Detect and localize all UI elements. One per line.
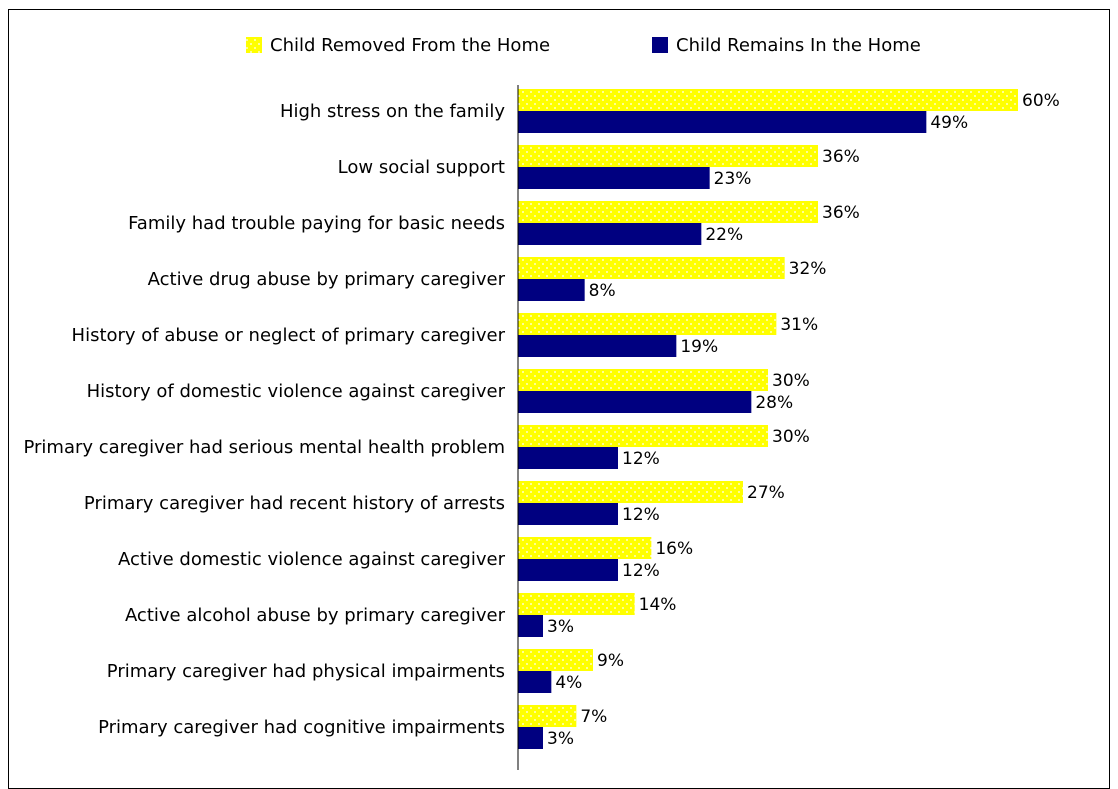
data-label-series-0: 16% <box>655 539 693 559</box>
category-label: Active drug abuse by primary caregiver <box>148 269 506 290</box>
bar-series-0 <box>518 705 577 727</box>
data-label-series-1: 4% <box>555 673 582 693</box>
data-label-series-1: 22% <box>705 225 743 245</box>
bar-series-0 <box>518 593 635 615</box>
bars <box>518 89 1018 749</box>
category-label: Low social support <box>338 157 505 178</box>
legend-swatch-0 <box>246 37 262 53</box>
bar-series-1 <box>518 615 543 637</box>
data-label-series-1: 49% <box>930 113 968 133</box>
data-label-series-1: 28% <box>755 393 793 413</box>
data-label-series-1: 12% <box>622 505 660 525</box>
data-label-series-1: 12% <box>622 561 660 581</box>
bar-series-1 <box>518 167 710 189</box>
category-label: Primary caregiver had serious mental hea… <box>23 437 505 458</box>
category-label: History of abuse or neglect of primary c… <box>72 325 506 346</box>
data-label-series-0: 7% <box>580 707 607 727</box>
bar-series-1 <box>518 223 702 245</box>
category-label: History of domestic violence against car… <box>87 381 506 402</box>
category-label: Primary caregiver had recent history of … <box>84 493 505 514</box>
data-label-series-0: 31% <box>780 315 818 335</box>
data-label-series-0: 60% <box>1022 91 1060 111</box>
bar-series-1 <box>518 559 618 581</box>
bar-series-0 <box>518 201 818 223</box>
chart-frame: Child Removed From the Home Child Remains… <box>8 9 1110 789</box>
bar-series-1 <box>518 671 552 693</box>
data-label-series-0: 27% <box>747 483 785 503</box>
data-label-series-1: 3% <box>547 617 574 637</box>
bar-series-0 <box>518 257 785 279</box>
data-label-series-0: 30% <box>772 427 810 447</box>
legend-label-0: Child Removed From the Home <box>270 35 550 56</box>
data-label-series-0: 14% <box>639 595 677 615</box>
bar-series-0 <box>518 313 777 335</box>
bar-chart: Child Removed From the Home Child Remains… <box>23 35 1060 770</box>
data-label-series-1: 12% <box>622 449 660 469</box>
bar-series-1 <box>518 727 543 749</box>
data-label-series-1: 23% <box>714 169 752 189</box>
bar-series-1 <box>518 335 677 357</box>
bar-series-0 <box>518 145 818 167</box>
bar-series-1 <box>518 111 927 133</box>
category-label: Family had trouble paying for basic need… <box>128 213 505 234</box>
bar-series-0 <box>518 425 768 447</box>
data-label-series-0: 36% <box>822 203 860 223</box>
data-label-series-1: 8% <box>589 281 616 301</box>
legend-label-1: Child Remains In the Home <box>676 35 921 56</box>
data-label-series-0: 9% <box>597 651 624 671</box>
category-labels: High stress on the family Low social supp… <box>23 101 505 738</box>
bar-series-0 <box>518 537 652 559</box>
data-label-series-0: 36% <box>822 147 860 167</box>
legend-swatch-1 <box>652 37 668 53</box>
bar-series-1 <box>518 503 618 525</box>
bar-series-1 <box>518 391 752 413</box>
bar-series-1 <box>518 279 585 301</box>
legend: Child Removed From the Home Child Remains… <box>246 35 921 56</box>
bar-series-0 <box>518 649 593 671</box>
data-label-series-0: 30% <box>772 371 810 391</box>
bar-series-0 <box>518 369 768 391</box>
data-label-series-0: 32% <box>789 259 827 279</box>
category-label: Active alcohol abuse by primary caregive… <box>125 605 506 626</box>
category-label: Primary caregiver had cognitive impairme… <box>98 717 505 738</box>
category-label: High stress on the family <box>280 101 505 122</box>
data-label-series-1: 19% <box>680 337 718 357</box>
bar-series-1 <box>518 447 618 469</box>
category-label: Active domestic violence against caregiv… <box>118 549 506 570</box>
bar-series-0 <box>518 89 1018 111</box>
data-label-series-1: 3% <box>547 729 574 749</box>
value-labels: 60%49%36%23%36%22%32%8%31%19%30%28%30%12… <box>547 91 1060 749</box>
category-label: Primary caregiver had physical impairmen… <box>107 661 505 682</box>
bar-series-0 <box>518 481 743 503</box>
